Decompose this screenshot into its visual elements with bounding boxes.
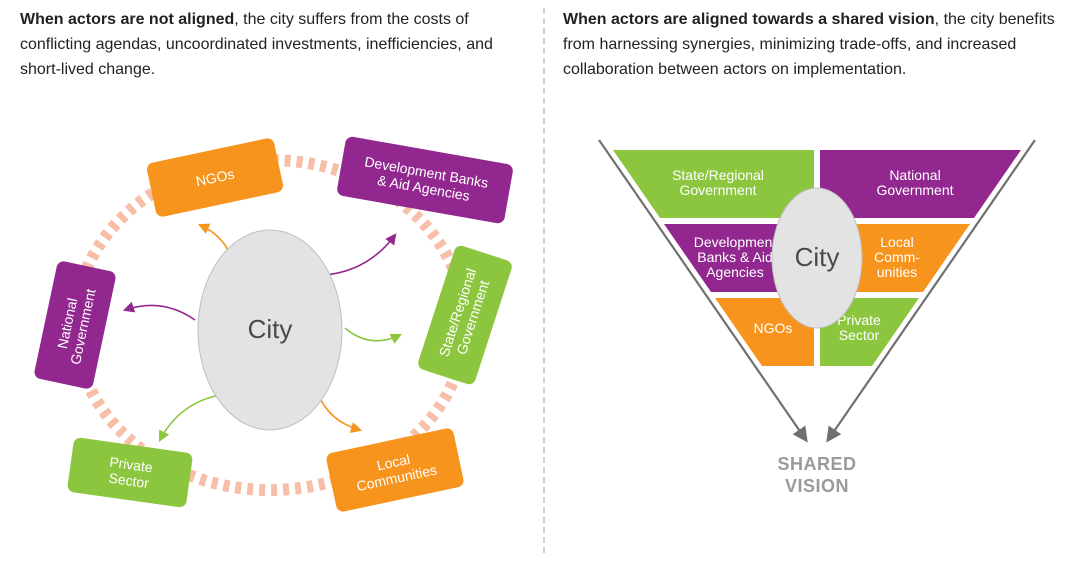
actor-box-national-gov: NationalGovernment — [33, 260, 117, 390]
actor-label: State/Regional — [672, 167, 764, 183]
heading-left: When actors are not aligned, the city su… — [0, 0, 543, 82]
actor-box-ngos: NGOs — [146, 137, 285, 218]
actor-label: Government — [876, 182, 953, 198]
heading-left-bold: When actors are not aligned — [20, 11, 234, 28]
panel-divider — [543, 8, 545, 553]
actor-box-local-comm: LocalCommunities — [325, 427, 465, 513]
actor-label: National — [889, 167, 940, 183]
panel-aligned: When actors are aligned towards a shared… — [543, 0, 1087, 561]
actor-box-private-sector: PrivateSector — [67, 437, 193, 508]
actor-label: Development — [694, 234, 777, 250]
actor-label: Agencies — [706, 264, 764, 280]
arrow-state-gov — [345, 328, 400, 341]
diagram-not-aligned: City NGOs Development Banks& Aid Agencies N… — [0, 110, 543, 550]
heading-right: When actors are aligned towards a shared… — [543, 0, 1087, 82]
actor-label: NGOs — [754, 320, 793, 336]
shared-vision-label: SHARED — [777, 454, 856, 474]
arrow-national-gov — [125, 305, 195, 320]
actor-label: Banks & Aid — [697, 249, 773, 265]
heading-right-bold: When actors are aligned towards a shared… — [563, 11, 935, 28]
actor-box-dev-banks: Development Banks& Aid Agencies — [336, 136, 514, 225]
arrow-private-sector — [160, 395, 220, 440]
shared-vision-label: VISION — [785, 476, 849, 496]
actor-box-state-gov: State/RegionalGovernment — [416, 244, 513, 386]
diagram-aligned: State/RegionalGovernmentNationalGovernme… — [543, 130, 1087, 550]
arrow-dev-banks — [325, 235, 395, 275]
city-label: City — [795, 242, 840, 272]
actor-label: unities — [877, 264, 917, 280]
panel-not-aligned: When actors are not aligned, the city su… — [0, 0, 543, 561]
actor-label: Sector — [839, 327, 880, 343]
city-label: City — [248, 314, 293, 344]
actor-label: Local — [880, 234, 913, 250]
actor-label: Government — [679, 182, 756, 198]
actor-label: Comm- — [874, 249, 920, 265]
